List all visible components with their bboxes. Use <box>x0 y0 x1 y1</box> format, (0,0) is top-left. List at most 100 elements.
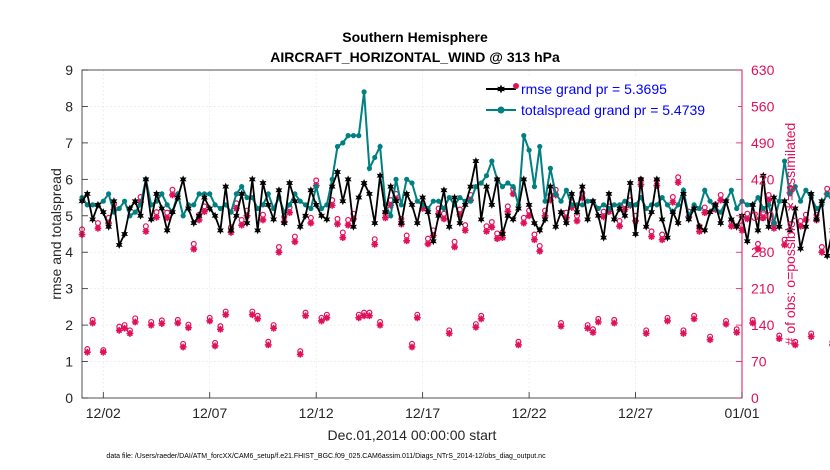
obs-assimilated-point <box>759 214 767 222</box>
rmse-point <box>238 189 246 198</box>
obs-assimilated-point <box>722 320 730 328</box>
obs-assimilated-point <box>211 342 219 350</box>
legend-rmse-star <box>497 84 505 94</box>
y-left-tick-label: 6 <box>65 171 73 187</box>
y-left-tick-label: 3 <box>65 281 73 297</box>
legend-spread-label: totalspread grand pr = 5.4739 <box>521 102 705 118</box>
rmse-point <box>163 226 171 235</box>
totalspread-point <box>467 198 474 204</box>
obs-assimilated-point <box>248 311 256 319</box>
x-tick-label: 12/12 <box>299 405 334 421</box>
obs-assimilated-point <box>589 329 597 336</box>
rmse-point <box>584 215 592 224</box>
rmse-point <box>711 200 719 209</box>
totalspread-point <box>409 180 415 186</box>
totalspread-point <box>340 140 346 146</box>
obs-assimilated-point <box>179 343 187 351</box>
totalspread-point <box>260 202 266 208</box>
totalspread-point <box>180 213 186 219</box>
rmse-point <box>461 200 469 209</box>
obs-assimilated-point <box>696 228 703 235</box>
obs-assimilated-point <box>286 209 293 217</box>
totalspread-point <box>286 202 293 208</box>
rmse-point <box>706 208 714 217</box>
obs-assimilated-point <box>520 219 528 227</box>
rmse-point <box>403 189 411 198</box>
totalspread-point <box>196 191 202 197</box>
rmse-point <box>387 182 395 191</box>
y-right-tick-label: 630 <box>751 62 775 78</box>
totalspread-point <box>755 194 761 201</box>
rmse-point <box>206 204 214 213</box>
rmse-point <box>312 200 320 209</box>
rmse-point <box>94 200 102 209</box>
rmse-point <box>690 204 698 213</box>
obs-assimilated-point <box>419 205 427 212</box>
rmse-point <box>775 222 783 231</box>
rmse-point <box>344 175 352 184</box>
obs-assimilated-point <box>366 312 373 320</box>
rmse-point <box>658 215 666 224</box>
obs-assimilated-point <box>328 201 336 209</box>
obs-assimilated-point <box>658 236 666 244</box>
totalspread-point <box>244 194 250 201</box>
obs-assimilated-point <box>562 214 570 222</box>
totalspread-point <box>542 198 548 204</box>
totalspread-point <box>164 202 170 208</box>
totalspread-point <box>553 191 559 197</box>
rmse-point <box>83 189 91 198</box>
y-right-tick-label: 210 <box>751 281 775 297</box>
rmse-point <box>137 211 145 220</box>
data-file-footer: data file: /Users/raeder/DAI/ATM_forcXX/… <box>106 453 546 460</box>
rmse-point <box>770 193 778 202</box>
obs-assimilated-point <box>664 317 671 325</box>
rmse-point <box>674 219 682 228</box>
y-right-tick-label: 420 <box>751 171 775 187</box>
rmse-point <box>291 197 299 206</box>
rmse-point <box>275 186 283 195</box>
chart-title-line1: Southern Hemisphere <box>342 29 488 45</box>
obs-assimilated-point <box>232 205 240 212</box>
chart-title-line2: AIRCRAFT_HORIZONTAL_WIND @ 313 hPa <box>270 49 560 65</box>
obs-assimilated-point <box>674 179 682 186</box>
rmse-point <box>637 175 645 184</box>
rmse-point <box>514 204 522 213</box>
y-right-tick-label: 0 <box>751 390 759 406</box>
rmse-point <box>733 222 741 231</box>
obs-assimilated-point <box>616 222 623 230</box>
obs-assimilated-point <box>461 226 469 234</box>
totalspread-point <box>350 133 357 139</box>
rmse-point <box>115 240 123 249</box>
legend-obs-marker <box>513 83 519 89</box>
rmse-point <box>546 182 554 191</box>
totalspread-point <box>212 202 218 208</box>
rmse-point <box>648 208 655 217</box>
rmse-point <box>451 193 459 202</box>
obs-assimilated-point <box>185 324 192 332</box>
rmse-point <box>467 182 475 191</box>
rmse-point <box>216 226 224 235</box>
totalspread-point <box>116 205 122 212</box>
rmse-point <box>147 215 155 224</box>
totalspread-point <box>334 143 341 150</box>
legend-box <box>480 78 738 122</box>
totalspread-point <box>499 184 506 190</box>
obs-assimilated-point <box>307 219 315 227</box>
totalspread-point <box>361 89 367 95</box>
legend-rmse-label: rmse grand pr = 5.3695 <box>521 81 667 97</box>
rmse-point <box>802 222 810 231</box>
obs-assimilated-point <box>413 314 421 322</box>
rmse-point <box>456 219 464 228</box>
totalspread-point <box>776 198 782 204</box>
legend: rmse grand pr = 5.3695 totalspread grand… <box>480 78 738 122</box>
rmse-point <box>440 186 448 195</box>
obs-assimilated-point <box>334 220 341 228</box>
totalspread-point <box>121 198 128 204</box>
rmse-point <box>557 208 565 217</box>
rmse-point <box>89 215 97 224</box>
totalspread-point <box>702 187 708 193</box>
obs-assimilated-point <box>376 321 384 329</box>
obs-assimilated-point <box>504 208 512 216</box>
obs-assimilated-point <box>578 194 586 202</box>
